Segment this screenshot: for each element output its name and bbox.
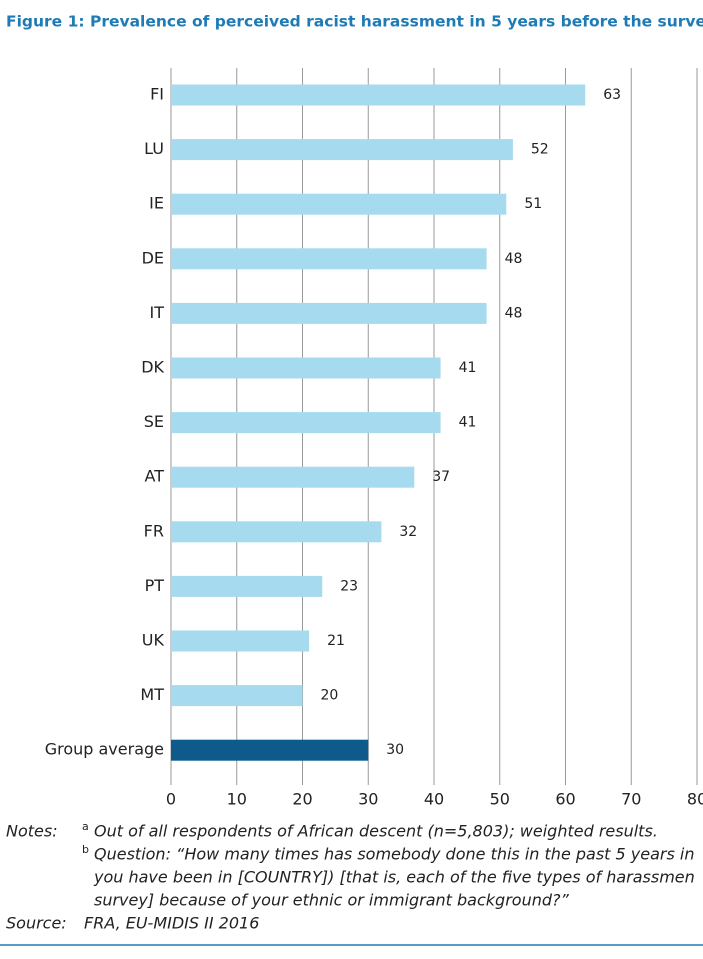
bar — [171, 521, 382, 543]
bar — [171, 575, 323, 597]
bar — [171, 248, 487, 270]
note-marker: b — [82, 843, 89, 856]
x-tick-label: 60 — [555, 790, 575, 809]
x-tick-label: 30 — [358, 790, 378, 809]
note-marker: a — [82, 820, 89, 833]
value-label: 41 — [459, 360, 477, 376]
x-tick-label: 40 — [424, 790, 444, 809]
note-text: you have been in [COUNTRY]) [that is, ea… — [93, 868, 695, 887]
bar — [171, 412, 441, 434]
y-tick-label: AT — [145, 467, 165, 486]
value-label: 52 — [531, 142, 549, 158]
bar — [171, 84, 586, 106]
x-tick-label: 50 — [490, 790, 510, 809]
value-label: 51 — [524, 196, 542, 212]
y-tick-label: PT — [145, 576, 165, 595]
chart-title: Figure 1: Prevalence of perceived racist… — [6, 13, 703, 31]
value-label: 48 — [505, 251, 523, 267]
x-tick-label: 0 — [166, 790, 176, 809]
bar — [171, 739, 369, 761]
y-tick-label: FI — [150, 85, 164, 104]
y-tick-label: SE — [144, 412, 164, 431]
y-tick-label: FR — [144, 521, 164, 540]
value-label: 41 — [459, 415, 477, 431]
value-label: 20 — [321, 688, 339, 704]
y-tick-label: DE — [142, 248, 164, 267]
y-tick-label: IT — [150, 303, 165, 322]
x-tick-label: 80 — [687, 790, 703, 809]
y-tick-label: IE — [149, 194, 164, 213]
bar — [171, 302, 487, 324]
note-text: survey] because of your ethnic or immigr… — [94, 891, 570, 910]
source-text: FRA, EU-MIDIS II 2016 — [84, 914, 259, 933]
value-label: 23 — [340, 578, 358, 594]
bar — [171, 630, 310, 652]
y-tick-label: MT — [140, 685, 164, 704]
bar — [171, 466, 415, 488]
bar — [171, 193, 507, 215]
value-label: 30 — [386, 742, 404, 758]
x-tick-label: 20 — [292, 790, 312, 809]
bar — [171, 139, 513, 161]
y-tick-label: DK — [141, 358, 164, 377]
value-label: 48 — [505, 305, 523, 321]
value-label: 32 — [399, 524, 417, 540]
y-tick-label: LU — [144, 139, 164, 158]
source-label: Source: — [6, 914, 67, 933]
value-label: 37 — [432, 469, 450, 485]
y-tick-label: Group average — [45, 740, 164, 759]
note-text: Out of all respondents of African descen… — [94, 822, 658, 841]
value-label: 21 — [327, 633, 345, 649]
note-text: Question: “How many times has somebody d… — [94, 845, 695, 864]
bar — [171, 685, 303, 707]
value-label: 63 — [603, 87, 621, 103]
x-tick-label: 10 — [227, 790, 247, 809]
x-tick-label: 70 — [621, 790, 641, 809]
y-tick-label: UK — [142, 631, 165, 650]
bar — [171, 357, 441, 379]
notes-label: Notes: — [6, 822, 58, 841]
